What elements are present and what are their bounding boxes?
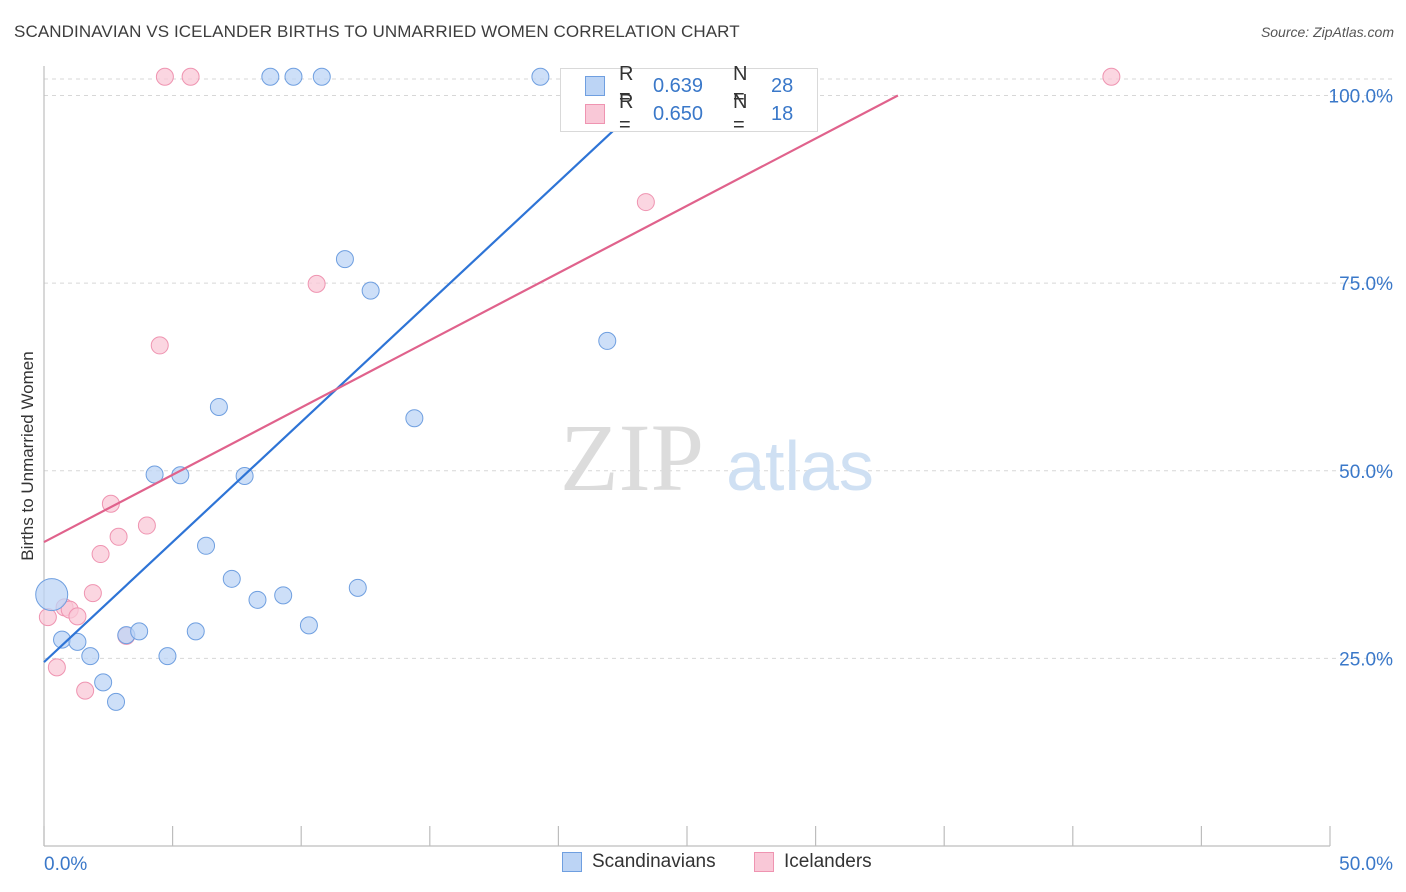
trendlines (43, 94, 899, 663)
y-tick-label: 50.0% (1339, 462, 1393, 483)
y-tick-label: 100.0% (1329, 87, 1394, 108)
icelanders-point (636, 193, 655, 212)
scandinavians-point (312, 67, 331, 86)
scandinavians-point (335, 250, 354, 269)
scandinavians-point (94, 673, 113, 692)
legend-r-value: 0.639 (653, 74, 704, 97)
scandinavians-point (209, 397, 228, 416)
scandinavians-point (171, 466, 190, 485)
icelanders-point (68, 607, 87, 626)
series-name-scandinavians: Scandinavians (592, 851, 716, 872)
scandinavians-point (186, 622, 205, 641)
scandinavians-point (81, 647, 100, 666)
scandinavians-point (361, 281, 380, 300)
chart-title: SCANDINAVIAN VS ICELANDER BIRTHS TO UNMA… (14, 22, 740, 41)
scandinavians-point (274, 586, 293, 605)
icelanders-point (83, 584, 102, 603)
icelanders-point (38, 608, 57, 627)
watermark: ZIP atlas (560, 404, 874, 511)
icelanders-point (150, 336, 169, 355)
y-tick-label: 75.0% (1339, 274, 1393, 295)
legend-n-label: N = (733, 91, 748, 136)
series-name-icelanders: Icelanders (784, 851, 872, 872)
scandinavians-point (531, 67, 550, 86)
y-tick-label: 25.0% (1339, 649, 1393, 670)
icelanders-point (109, 527, 128, 546)
legend-swatch-pink (585, 104, 605, 124)
icelanders-point (91, 545, 110, 564)
icelanders-point (47, 658, 66, 677)
source-note: Source: ZipAtlas.com (1260, 24, 1394, 40)
scandinavians-point (158, 647, 177, 666)
icelanders-point (181, 67, 200, 86)
icelanders-point (137, 516, 156, 535)
icelanders-point (307, 274, 326, 293)
scandinavians-point (197, 536, 216, 555)
scandinavians-point (405, 409, 424, 428)
legend-n-label: N = (733, 63, 748, 108)
series-legend-icelanders[interactable]: Icelanders (754, 851, 872, 873)
icelanders-point (76, 681, 95, 700)
scandinavians-point (284, 67, 303, 86)
scandinavians-point (299, 616, 318, 635)
icelanders-trendline (43, 94, 899, 544)
scandinavians-point (107, 692, 126, 711)
scandinavians-points (35, 67, 617, 711)
scandinavians-point (130, 622, 149, 641)
gridlines (44, 78, 1394, 659)
icelanders-point (155, 67, 174, 86)
series-swatch-pink (754, 852, 774, 872)
legend-n-value: 18 (771, 102, 794, 125)
watermark-zip: ZIP (560, 404, 704, 511)
legend-n-value: 28 (771, 74, 794, 97)
legend-r-value: 0.650 (653, 102, 704, 125)
watermark-atlas: atlas (726, 427, 874, 505)
scandinavians-point (348, 578, 367, 597)
scandinavians-point (598, 331, 617, 350)
axes (43, 66, 1331, 847)
scandinavians-point (261, 67, 280, 86)
x-tick-label-max: 50.0% (1339, 854, 1393, 875)
icelanders-point (1102, 67, 1121, 86)
scandinavians-trendline (43, 94, 652, 663)
scandinavians-point (35, 578, 69, 612)
tick-labels: 25.0% 50.0% 75.0% 100.0% 0.0% 50.0% (44, 87, 1393, 876)
correlation-legend: R = 0.639 N = 28 R = 0.650 N = 18 (560, 63, 818, 136)
series-legend: Scandinavians Icelanders (0, 851, 1406, 879)
x-tick-label-min: 0.0% (44, 854, 87, 875)
legend-swatch-blue (585, 76, 605, 96)
scandinavians-point (222, 569, 241, 588)
legend-r-label: R = (619, 63, 634, 108)
series-legend-scandinavians[interactable]: Scandinavians (562, 851, 716, 873)
scandinavians-point (68, 632, 87, 651)
series-swatch-blue (562, 852, 582, 872)
legend-r-label: R = (619, 91, 634, 136)
scandinavians-point (248, 590, 267, 609)
